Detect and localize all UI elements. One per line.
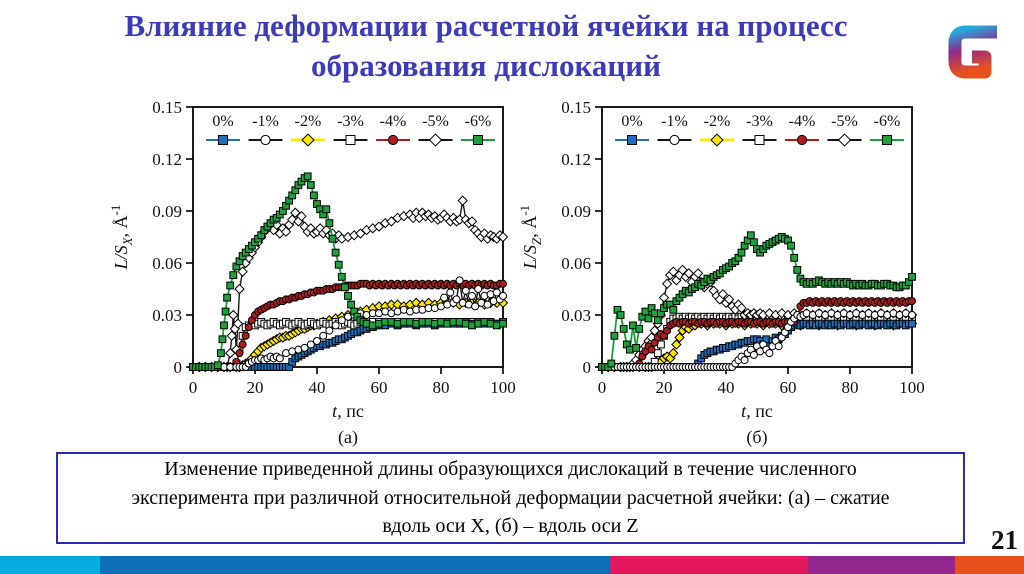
svg-text:40: 40 bbox=[309, 378, 326, 397]
svg-text:0.12: 0.12 bbox=[561, 150, 591, 169]
svg-text:0.06: 0.06 bbox=[561, 254, 591, 273]
svg-text:-2%: -2% bbox=[704, 113, 731, 130]
svg-text:-1%: -1% bbox=[252, 113, 279, 130]
svg-text:0.09: 0.09 bbox=[561, 202, 591, 221]
page-title-line-2: образования дислокаций bbox=[311, 47, 661, 83]
svg-text:0: 0 bbox=[189, 378, 198, 397]
footer-bar bbox=[0, 556, 1024, 574]
svg-text:-5%: -5% bbox=[422, 113, 449, 130]
svg-text:-4%: -4% bbox=[380, 113, 407, 130]
svg-text:(а): (а) bbox=[338, 427, 358, 448]
svg-text:0: 0 bbox=[583, 358, 592, 377]
svg-text:t, пс: t, пс bbox=[332, 401, 364, 421]
svg-text:80: 80 bbox=[842, 378, 859, 397]
svg-text:0.03: 0.03 bbox=[152, 306, 182, 325]
svg-text:-3%: -3% bbox=[746, 113, 773, 130]
caption-line-3: вдоль оси X, (б) – вдоль оси Z bbox=[382, 515, 639, 538]
footer-segment bbox=[610, 556, 808, 574]
svg-text:0.09: 0.09 bbox=[152, 202, 182, 221]
svg-text:20: 20 bbox=[247, 378, 264, 397]
svg-text:0%: 0% bbox=[621, 113, 642, 130]
svg-text:100: 100 bbox=[899, 378, 925, 397]
footer-segment bbox=[955, 556, 1024, 574]
caption-line-1: Изменение приведенной длины образующихся… bbox=[164, 458, 857, 481]
svg-text:0: 0 bbox=[598, 378, 607, 397]
svg-text:-6%: -6% bbox=[465, 113, 492, 130]
caption-line-2: эксперимента при различной относительной… bbox=[131, 486, 890, 509]
svg-text:60: 60 bbox=[780, 378, 797, 397]
svg-text:0.15: 0.15 bbox=[561, 98, 591, 117]
svg-text:60: 60 bbox=[371, 378, 388, 397]
svg-text:-6%: -6% bbox=[874, 113, 901, 130]
svg-text:L/SX, Å-1: L/SX, Å-1 bbox=[108, 205, 135, 271]
svg-text:t, пс: t, пс bbox=[741, 401, 773, 421]
svg-text:0.12: 0.12 bbox=[152, 150, 182, 169]
caption-box: Изменение приведенной длины образующихся… bbox=[56, 452, 965, 544]
chart-b-figure: 0 0.03 0.06 0.09 0.12 0.15 0 20 40 60 80 100 0% -1% -2… bbox=[517, 98, 925, 448]
page-title: Влияние деформации расчетной ячейки на п… bbox=[0, 6, 972, 85]
footer-segment bbox=[808, 556, 955, 574]
svg-text:20: 20 bbox=[656, 378, 673, 397]
svg-text:-2%: -2% bbox=[295, 113, 322, 130]
svg-text:0: 0 bbox=[174, 358, 183, 377]
svg-text:-4%: -4% bbox=[789, 113, 816, 130]
chart-a-figure: 0 0.03 0.06 0.09 0.12 0.15 0 20 40 60 80 100 0% -1% -2… bbox=[108, 98, 516, 448]
svg-text:0%: 0% bbox=[212, 113, 233, 130]
svg-text:0.15: 0.15 bbox=[152, 98, 182, 117]
footer-segment bbox=[100, 556, 610, 574]
page-title-line-1: Влияние деформации расчетной ячейки на п… bbox=[124, 8, 848, 43]
footer-segment bbox=[0, 556, 100, 574]
svg-text:0.03: 0.03 bbox=[561, 306, 591, 325]
svg-text:-5%: -5% bbox=[831, 113, 858, 130]
svg-text:0.06: 0.06 bbox=[152, 254, 182, 273]
svg-text:40: 40 bbox=[718, 378, 735, 397]
page-number: 21 bbox=[991, 525, 1018, 555]
svg-text:80: 80 bbox=[433, 378, 450, 397]
svg-text:-3%: -3% bbox=[337, 113, 364, 130]
svg-text:(б): (б) bbox=[746, 427, 767, 448]
svg-text:100: 100 bbox=[490, 378, 516, 397]
svg-text:L/SZ, Å-1: L/SZ, Å-1 bbox=[517, 205, 544, 270]
svg-text:-1%: -1% bbox=[661, 113, 688, 130]
company-logo-icon bbox=[948, 25, 997, 79]
